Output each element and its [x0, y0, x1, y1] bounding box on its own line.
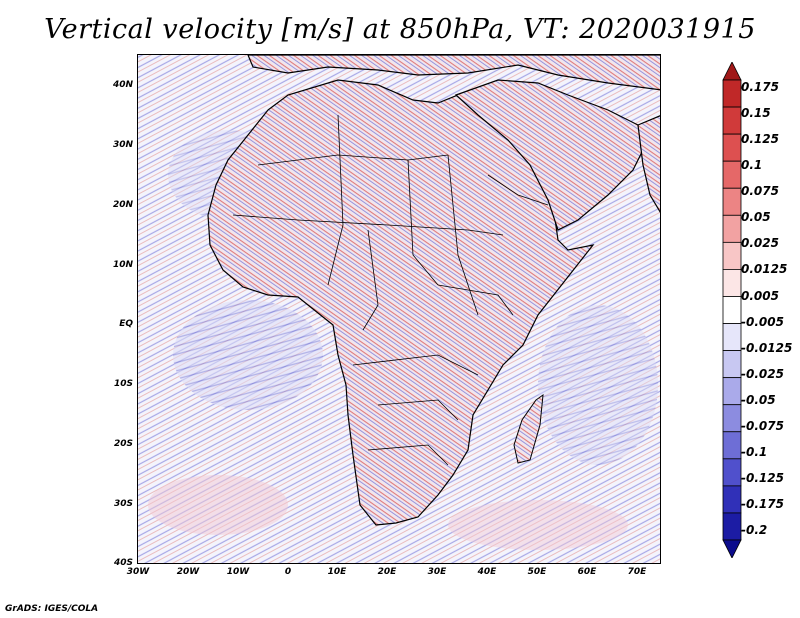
colorbar-swatch	[722, 133, 742, 162]
lat-tick-label: 40N	[112, 80, 133, 90]
colorbar-label: -0.1	[741, 445, 768, 459]
colorbar-swatch	[722, 62, 742, 81]
colorbar-label: -0.125	[741, 471, 784, 485]
colorbar-swatch	[722, 269, 742, 297]
lat-tick-label: 10S	[113, 379, 133, 389]
lon-tick-label: 70E	[627, 567, 647, 577]
colorbar-swatch	[722, 323, 742, 351]
madagascar	[513, 393, 544, 464]
colorbar-label: 0.075	[741, 184, 779, 198]
colorbar-swatch	[722, 187, 742, 216]
colorbar-label: -0.075	[741, 419, 784, 433]
colorbar-swatch	[722, 377, 742, 406]
lon-tick-label: 20W	[176, 567, 200, 577]
colorbar-swatch	[722, 404, 742, 433]
arabia-landmass	[454, 79, 644, 231]
colorbar-label: 0.15	[741, 106, 771, 120]
colorbar-label: 0.005	[741, 289, 779, 303]
europe-landmass	[247, 55, 660, 91]
colorbar-swatch	[722, 296, 742, 324]
india-landmass	[637, 115, 660, 213]
chart-title: Vertical velocity [m/s] at 850hPa, VT: 2…	[44, 14, 756, 45]
lon-tick-label: 50E	[527, 567, 547, 577]
colorbar-swatch	[722, 512, 742, 541]
footer-credit: GrADS: IGES/COLA	[5, 604, 99, 614]
lon-tick-label: 60E	[577, 567, 597, 577]
colorbar-label: 0.05	[741, 210, 771, 224]
colorbar-swatch	[722, 214, 742, 243]
colorbar-swatch	[722, 160, 742, 189]
map-plot-area	[137, 54, 661, 564]
ocean-blue-patch	[538, 305, 658, 465]
lon-tick-label: 30E	[427, 567, 447, 577]
colorbar-label: -0.0125	[741, 341, 793, 355]
colorbar-swatch	[722, 539, 742, 558]
lat-tick-label: 30N	[112, 140, 133, 150]
colorbar-label: 0.025	[741, 236, 779, 250]
lon-tick-label: 20E	[377, 567, 397, 577]
ocean-blue-patch	[173, 300, 323, 410]
lat-tick-label: 30S	[113, 499, 133, 509]
lon-tick-label: 10W	[226, 567, 250, 577]
colorbar-swatch	[722, 458, 742, 487]
lat-tick-label: 20S	[113, 439, 133, 449]
colorbar	[722, 62, 742, 558]
colorbar-label: -0.175	[741, 497, 784, 511]
colorbar-swatch	[722, 350, 742, 379]
lat-tick-label: 40S	[113, 558, 133, 568]
lat-tick-label: 10N	[112, 260, 133, 270]
country-borders	[232, 114, 549, 466]
ocean-red-patch	[148, 475, 288, 535]
colorbar-label: -0.005	[741, 315, 784, 329]
lon-tick-label: 40E	[477, 567, 497, 577]
colorbar-label: -0.2	[741, 523, 768, 537]
colorbar-label: 0.1	[741, 158, 763, 172]
lon-tick-label: 0	[284, 567, 292, 577]
colorbar-swatch	[722, 79, 742, 108]
lon-tick-label: 10E	[327, 567, 347, 577]
colorbar-swatch	[722, 241, 742, 270]
colorbar-swatch	[722, 431, 742, 460]
colorbar-label: 0.175	[741, 80, 779, 94]
lat-tick-label: 20N	[112, 200, 133, 210]
colorbar-swatch	[722, 485, 742, 514]
colorbar-swatch	[722, 106, 742, 135]
lat-tick-label: EQ	[119, 319, 133, 329]
colorbar-label: 0.0125	[741, 262, 788, 276]
map-svg	[138, 55, 660, 563]
lon-tick-label: 30W	[126, 567, 150, 577]
ocean-red-patch	[448, 500, 628, 550]
colorbar-label: -0.05	[741, 393, 776, 407]
colorbar-label: -0.025	[741, 367, 784, 381]
colorbar-label: 0.125	[741, 132, 779, 146]
